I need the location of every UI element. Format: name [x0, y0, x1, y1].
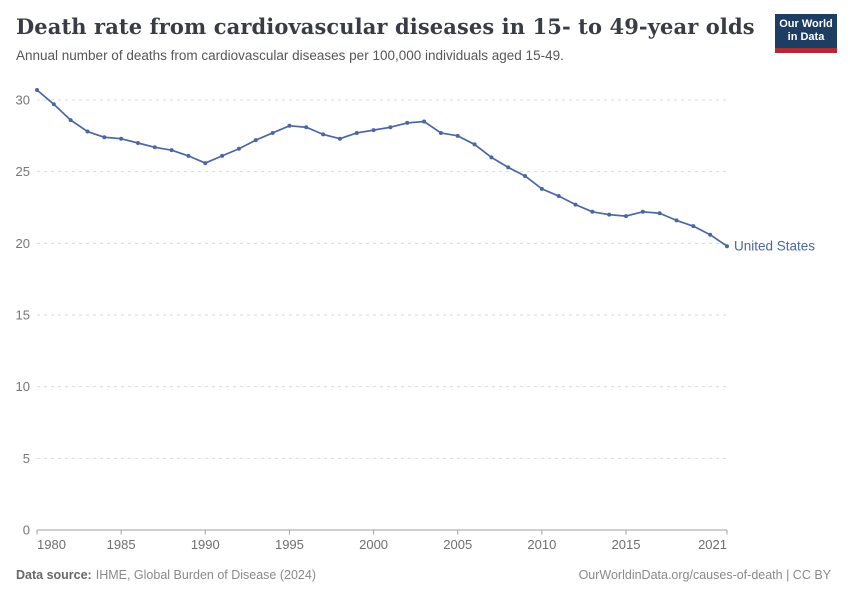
data-point-marker[interactable]	[236, 146, 241, 151]
data-point-marker[interactable]	[270, 130, 275, 135]
data-source-label: Data source:	[16, 568, 92, 582]
series-label[interactable]: United States	[734, 239, 815, 254]
line-chart-canvas: 0 5 10 15 20 25 30 1980 1985 1990 1995 2000 2005 2010…	[16, 87, 815, 552]
data-point-marker[interactable]	[539, 186, 544, 191]
data-point-marker[interactable]	[119, 136, 124, 141]
x-tick-label: 2010	[527, 537, 556, 552]
data-point-marker[interactable]	[186, 153, 191, 158]
owid-logo: Our World in Data	[775, 14, 837, 53]
data-point-marker[interactable]	[624, 214, 629, 219]
data-point-marker[interactable]	[674, 218, 679, 223]
data-point-marker[interactable]	[68, 118, 73, 123]
data-point-marker[interactable]	[337, 136, 342, 141]
data-point-marker[interactable]	[304, 125, 309, 130]
data-point-marker[interactable]	[472, 142, 477, 147]
data-point-marker[interactable]	[607, 212, 612, 217]
data-point-marker[interactable]	[135, 141, 140, 146]
data-point-marker[interactable]	[708, 232, 713, 237]
data-point-marker[interactable]	[152, 145, 157, 150]
y-tick-label: 15	[16, 308, 30, 323]
owid-logo-line1: Our World	[779, 18, 833, 30]
data-point-marker[interactable]	[556, 194, 561, 199]
credit-line: OurWorldinData.org/causes-of-death | CC …	[578, 568, 831, 582]
data-point-marker[interactable]	[455, 133, 460, 138]
data-point-marker[interactable]	[253, 138, 258, 143]
data-point-marker[interactable]	[438, 130, 443, 135]
data-point-marker[interactable]	[35, 87, 39, 92]
x-tick-label: 1980	[37, 537, 66, 552]
x-tick-label: 1995	[275, 537, 304, 552]
series-united-states[interactable]	[35, 87, 729, 249]
data-point-marker[interactable]	[287, 123, 292, 128]
data-point-marker[interactable]	[725, 244, 729, 249]
y-tick-label: 10	[16, 379, 30, 394]
x-tick-label: 2015	[612, 537, 641, 552]
data-source-value: IHME, Global Burden of Disease (2024)	[95, 568, 316, 582]
y-tick-label: 0	[23, 523, 30, 538]
x-tick-label: 1990	[191, 537, 220, 552]
chart-header: Death rate from cardiovascular diseases …	[16, 14, 761, 65]
data-point-marker[interactable]	[354, 130, 359, 135]
page-title: Death rate from cardiovascular diseases …	[16, 14, 755, 39]
data-point-marker[interactable]	[405, 120, 410, 125]
data-point-marker[interactable]	[573, 202, 578, 207]
data-point-marker[interactable]	[388, 125, 393, 130]
data-point-marker[interactable]	[220, 153, 225, 158]
data-point-marker[interactable]	[691, 224, 696, 229]
data-point-marker[interactable]	[85, 129, 90, 134]
data-point-marker[interactable]	[640, 209, 645, 214]
data-point-marker[interactable]	[489, 155, 494, 160]
y-tick-label: 20	[16, 236, 30, 251]
y-tick-label: 30	[16, 93, 30, 108]
data-point-marker[interactable]	[422, 119, 427, 124]
series-line[interactable]	[36, 89, 728, 248]
data-point-marker[interactable]	[657, 211, 662, 216]
data-point-marker[interactable]	[51, 102, 56, 107]
data-point-marker[interactable]	[102, 135, 107, 140]
y-tick-label: 25	[16, 164, 30, 179]
chart-footer: Data source: IHME, Global Burden of Disea…	[0, 568, 850, 582]
data-point-marker[interactable]	[523, 173, 528, 178]
page-subtitle: Annual number of deaths from cardiovascu…	[16, 48, 564, 64]
y-tick-label: 5	[23, 451, 30, 466]
data-point-marker[interactable]	[169, 148, 174, 153]
owid-logo-line2: in Data	[787, 31, 825, 43]
data-point-marker[interactable]	[371, 128, 376, 133]
data-point-marker[interactable]	[590, 209, 595, 214]
data-point-marker[interactable]	[321, 132, 326, 137]
x-tick-label: 1985	[107, 537, 136, 552]
x-tick-label: 2005	[443, 537, 472, 552]
x-tick-label: 2000	[359, 537, 388, 552]
data-point-marker[interactable]	[203, 161, 208, 166]
data-point-marker[interactable]	[506, 165, 511, 170]
data-source: Data source: IHME, Global Burden of Disea…	[16, 568, 316, 582]
x-tick-label: 2021	[698, 537, 727, 552]
